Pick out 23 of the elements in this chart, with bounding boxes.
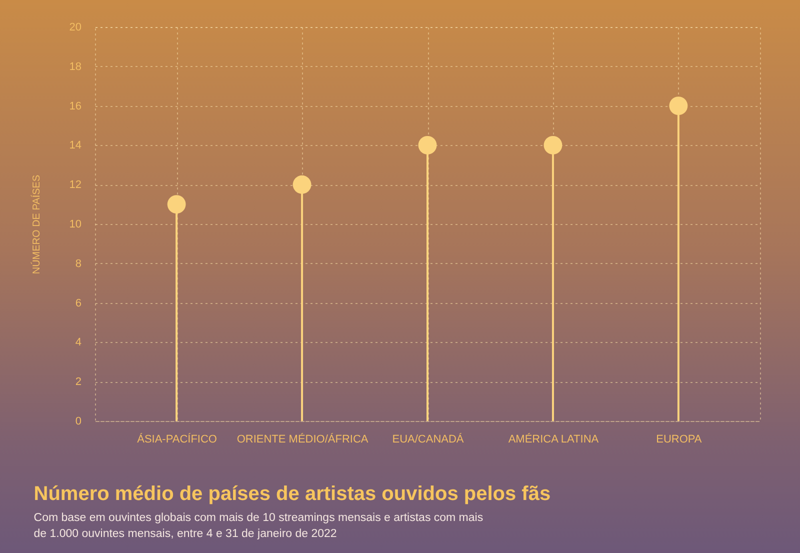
point <box>167 195 186 214</box>
y-tick-label: 16 <box>69 100 82 112</box>
y-tick-label: 18 <box>69 60 82 73</box>
y-tick-label: 14 <box>69 140 82 152</box>
point <box>292 175 312 194</box>
y-axis-title: NÚMERO DE PAÍSES <box>30 174 42 274</box>
point <box>418 136 437 154</box>
text: Número médio de países de artistas ouvidos pelos fãs <box>34 483 551 505</box>
x-tick-label: EUA/CANADÁ <box>392 432 464 446</box>
point <box>669 96 688 115</box>
x-tick-label: ÁSIA-PACÍFICO <box>137 432 218 446</box>
y-tick-label: 4 <box>75 336 82 349</box>
y-tick-label: 2 <box>75 376 82 388</box>
text: Com base em ouvintes globais com mais de 10 streamings mensais e artistas com mais de 1.000 ouvintes mensais, entre 4 e 31 de janeiro de 2022 <box>34 512 484 540</box>
x-tick-label: EUROPA <box>656 434 702 446</box>
x-tick-label: AMÉRICA LATINA <box>508 432 600 446</box>
x-tick-label: ORIENTE MÉDIO/ÁFRICA <box>236 432 369 446</box>
point <box>544 136 562 154</box>
y-tick-label: 6 <box>75 297 82 310</box>
y-tick-label: 0 <box>75 416 82 428</box>
y-tick-label: 8 <box>75 258 82 270</box>
y-tick-label: 10 <box>69 218 82 230</box>
y-tick-label: 12 <box>69 179 82 192</box>
